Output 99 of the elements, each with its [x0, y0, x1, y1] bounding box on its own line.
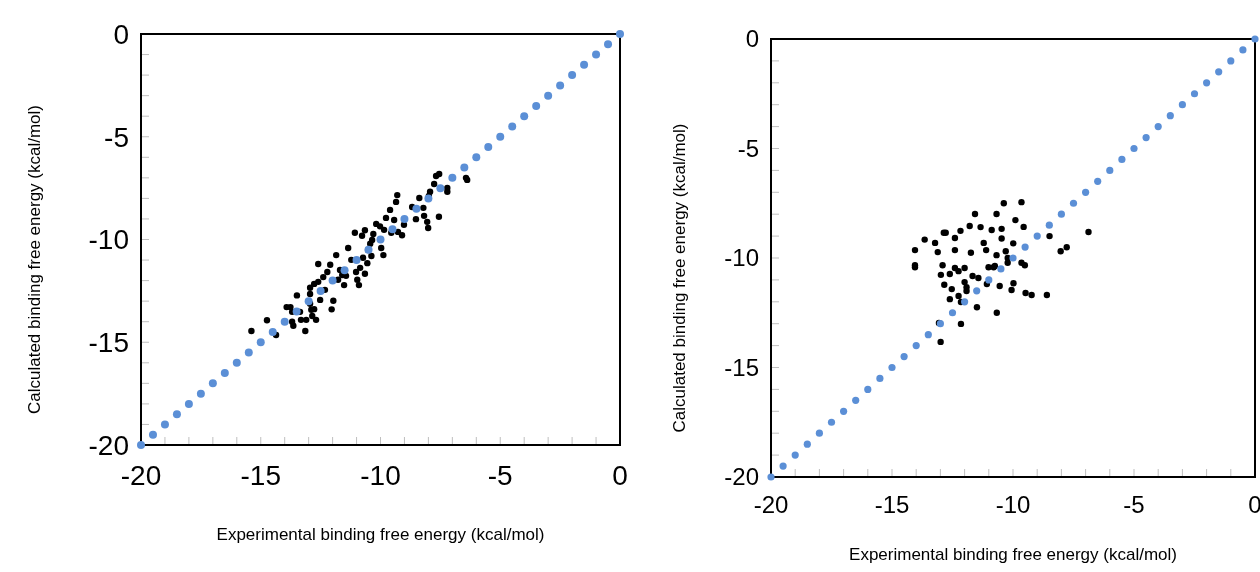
point — [852, 396, 860, 404]
y-tick-label: -15 — [88, 327, 129, 359]
point — [900, 352, 908, 361]
point — [1069, 199, 1078, 207]
point — [244, 348, 253, 357]
point — [961, 298, 969, 306]
point — [1142, 133, 1150, 142]
point — [232, 358, 241, 367]
point — [292, 307, 301, 316]
x-tick-label: -5 — [487, 460, 513, 491]
point — [328, 276, 337, 285]
y-tick-label: -5 — [737, 134, 759, 162]
point — [997, 265, 1005, 273]
point — [1178, 101, 1186, 109]
point — [1106, 166, 1114, 174]
y-tick-label: -10 — [724, 244, 759, 272]
point — [268, 327, 277, 336]
y-tick-label: -5 — [104, 121, 129, 153]
point — [1082, 188, 1090, 196]
point — [985, 276, 993, 284]
point — [1215, 68, 1223, 76]
x-tick-label: -10 — [360, 460, 401, 491]
y-axis-title: Calculated binding free energy (kcal/mol) — [25, 105, 44, 414]
point — [400, 214, 409, 223]
point — [436, 184, 445, 193]
point — [340, 266, 349, 275]
point — [184, 399, 193, 408]
point — [448, 173, 457, 182]
point — [815, 429, 823, 437]
point — [1227, 57, 1235, 65]
point — [1057, 210, 1065, 218]
point — [460, 163, 469, 172]
point — [520, 112, 529, 121]
point — [592, 50, 601, 59]
point — [948, 309, 957, 317]
point — [1203, 79, 1211, 87]
point — [1130, 144, 1138, 153]
y-tick-label: -20 — [88, 429, 129, 461]
point — [912, 342, 920, 350]
point — [172, 410, 181, 419]
point — [1021, 243, 1029, 251]
point — [973, 287, 981, 295]
point — [376, 235, 385, 244]
point — [388, 225, 397, 234]
point — [580, 60, 589, 69]
point — [220, 369, 229, 378]
x-tick-label: -15 — [240, 460, 281, 491]
point — [472, 153, 481, 162]
point — [532, 101, 541, 110]
y-axis-title: Calculated binding free energy (kcal/mol) — [670, 123, 689, 433]
point — [1251, 35, 1259, 43]
point — [616, 30, 624, 38]
point — [1190, 90, 1199, 98]
point — [1009, 254, 1017, 262]
point — [767, 473, 775, 481]
point — [412, 204, 421, 213]
point — [803, 440, 811, 448]
point — [1033, 232, 1041, 240]
point — [840, 407, 848, 415]
point — [1045, 221, 1053, 229]
point — [1166, 112, 1174, 120]
point — [1094, 177, 1102, 185]
y-tick-label: 0 — [113, 18, 129, 50]
x-axis-title: Experimental binding free energy (kcal/mol) — [216, 525, 545, 544]
point — [148, 430, 157, 439]
point — [864, 385, 872, 393]
y-tick-label: -10 — [88, 224, 129, 256]
x-tick-label: -15 — [874, 491, 910, 518]
y-tick-label: 0 — [745, 25, 759, 53]
point — [1154, 123, 1162, 131]
point — [604, 40, 613, 49]
point — [791, 451, 799, 459]
point — [508, 122, 517, 131]
point — [1239, 46, 1247, 54]
point — [256, 338, 265, 347]
x-tick-label: 0 — [1248, 491, 1260, 518]
point — [827, 418, 836, 426]
point — [544, 91, 553, 100]
point — [280, 317, 289, 326]
point — [352, 256, 361, 265]
point — [568, 71, 577, 80]
x-tick-label: -10 — [995, 491, 1031, 518]
point — [1118, 155, 1126, 164]
point — [196, 389, 205, 398]
x-tick-label: 0 — [612, 460, 628, 491]
point — [484, 143, 493, 152]
point — [208, 379, 217, 388]
y-tick-label: -15 — [724, 353, 759, 381]
point — [496, 132, 505, 141]
point — [888, 363, 896, 372]
point — [876, 374, 884, 383]
point — [160, 420, 169, 429]
point — [556, 81, 565, 90]
point — [137, 441, 145, 449]
point — [779, 462, 787, 470]
x-axis-title: Experimental binding free energy (kcal/mol) — [849, 545, 1177, 564]
point — [316, 286, 325, 295]
x-tick-label: -5 — [1123, 491, 1145, 518]
point — [924, 331, 932, 339]
